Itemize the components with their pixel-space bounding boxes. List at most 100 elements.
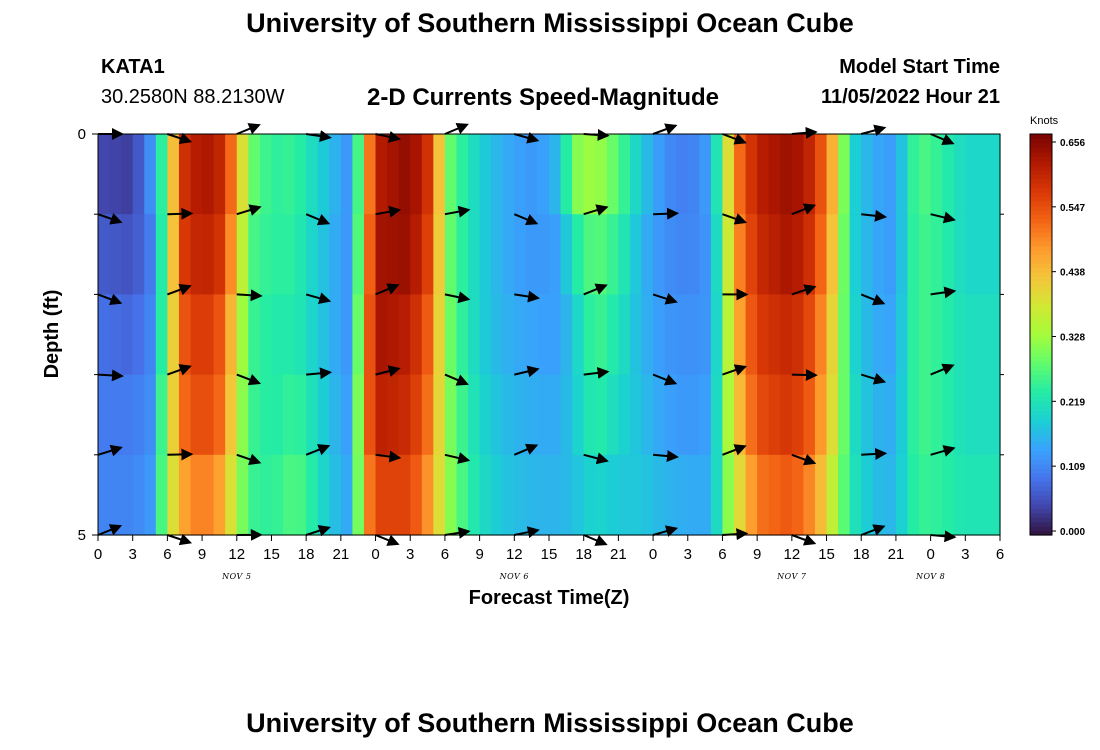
current-vector-arrow bbox=[791, 284, 817, 296]
colorbar-segment bbox=[1030, 187, 1052, 193]
colorbar: 0.656 0.547 0.438 0.328 0.219 0.109 0.000 bbox=[1029, 133, 1085, 538]
colorbar-segment bbox=[1030, 285, 1052, 291]
x-tick-label: 6 bbox=[441, 546, 449, 563]
heatmap-cell bbox=[433, 374, 446, 456]
heatmap-cell bbox=[121, 454, 134, 536]
x-tick-label: 9 bbox=[198, 546, 206, 563]
heatmap-cell bbox=[363, 374, 377, 456]
heatmap-cell bbox=[306, 294, 319, 376]
colorbar-segment bbox=[1030, 405, 1052, 411]
x-tick-label: 15 bbox=[541, 546, 558, 563]
heatmap-cell bbox=[537, 454, 550, 536]
heatmap-cell bbox=[213, 294, 226, 376]
heatmap-cell bbox=[895, 134, 909, 215]
colorbar-segment bbox=[1030, 454, 1052, 460]
heatmap-cell bbox=[144, 214, 157, 295]
heatmap-cell bbox=[213, 374, 226, 456]
heatmap-cell bbox=[814, 134, 828, 215]
heatmap-cell bbox=[641, 134, 654, 215]
current-vector-arrow bbox=[444, 452, 471, 464]
current-speed-chart: 0 3 6 9 12 15 18 21 0 3 6 9 12 15 18 21 0 3 6 9 12 15 18 21 0 3 6 0… bbox=[41, 115, 1085, 609]
current-vector-arrow bbox=[583, 204, 609, 216]
heatmap-cell bbox=[468, 294, 481, 376]
heatmap-cell bbox=[248, 214, 261, 295]
heatmap-cell bbox=[734, 454, 747, 536]
heatmap-cell bbox=[444, 134, 458, 215]
colorbar-label: 0.109 bbox=[1060, 462, 1085, 473]
heatmap-cell bbox=[306, 454, 319, 536]
x-tick-label: 9 bbox=[753, 546, 761, 563]
heatmap-cell bbox=[572, 294, 585, 376]
heatmap-cell bbox=[456, 374, 469, 456]
day-label: NOV 6 bbox=[499, 572, 529, 581]
current-vector-arrow bbox=[97, 293, 123, 305]
colorbar-segment bbox=[1030, 160, 1052, 166]
heatmap-cell bbox=[178, 374, 192, 456]
heatmap-cell bbox=[352, 294, 365, 376]
heatmap-cell bbox=[236, 294, 249, 376]
model-start-label: Model Start Time bbox=[839, 56, 1000, 78]
heatmap-cell bbox=[907, 134, 920, 215]
heatmap-cell bbox=[976, 454, 990, 536]
colorbar-segment bbox=[1030, 307, 1052, 313]
heatmap-cell bbox=[641, 294, 654, 376]
heatmap-cell bbox=[375, 134, 388, 215]
heatmap-cell bbox=[456, 134, 469, 215]
heatmap-cell bbox=[502, 374, 515, 456]
heatmap-cell bbox=[178, 134, 192, 215]
heatmap-cell bbox=[491, 454, 504, 536]
current-vector-arrow bbox=[444, 373, 469, 386]
heatmap-cell bbox=[768, 454, 781, 536]
heatmap-cell bbox=[259, 294, 273, 376]
heatmap-cell bbox=[202, 214, 215, 295]
heatmap-cell bbox=[907, 214, 920, 295]
current-vector-arrow bbox=[375, 283, 400, 296]
heatmap-cell bbox=[976, 294, 990, 376]
heatmap-cell bbox=[190, 134, 203, 215]
colorbar-segment bbox=[1030, 321, 1052, 327]
heatmap-cell bbox=[363, 134, 377, 215]
heatmap-cell bbox=[155, 294, 168, 376]
colorbar-segment bbox=[1030, 423, 1052, 429]
heatmap-cell bbox=[734, 134, 747, 215]
heatmap-cell bbox=[572, 214, 585, 295]
heatmap-cell bbox=[294, 214, 307, 295]
heatmap-cell bbox=[942, 294, 955, 376]
colorbar-segment bbox=[1030, 445, 1052, 451]
heatmap-cell bbox=[595, 294, 608, 376]
current-vector-arrow bbox=[444, 123, 469, 135]
heatmap-cell bbox=[884, 214, 897, 295]
heatmap-cell bbox=[814, 294, 828, 376]
heatmap-cell bbox=[283, 374, 296, 456]
colorbar-segment bbox=[1030, 272, 1052, 278]
heatmap-cell bbox=[919, 294, 932, 376]
heatmap-cell bbox=[583, 454, 596, 536]
heatmap-cell bbox=[121, 134, 134, 215]
heatmap-cell bbox=[803, 374, 816, 456]
heatmap-cell bbox=[259, 214, 273, 295]
heatmap-cell bbox=[629, 294, 643, 376]
heatmap-cell bbox=[780, 134, 793, 215]
colorbar-segment bbox=[1030, 316, 1052, 322]
heatmap-cell bbox=[953, 214, 966, 295]
heatmap-cell bbox=[468, 374, 481, 456]
heatmap-cell bbox=[826, 454, 839, 536]
heatmap-cell bbox=[294, 294, 307, 376]
heatmap-cell bbox=[549, 454, 562, 536]
current-vector-arrow bbox=[860, 293, 886, 306]
heatmap-cell bbox=[953, 454, 966, 536]
heatmap-cell bbox=[398, 214, 411, 295]
colorbar-label: 0.438 bbox=[1060, 268, 1085, 279]
heatmap-cell bbox=[514, 294, 527, 376]
heatmap-cell bbox=[560, 374, 573, 456]
heatmap-cell bbox=[109, 454, 122, 536]
heatmap-cell bbox=[953, 134, 966, 215]
heatmap-cell bbox=[699, 374, 712, 456]
heatmap-cell bbox=[514, 214, 527, 295]
heatmap-cell bbox=[549, 294, 562, 376]
heatmap-cell bbox=[942, 134, 955, 215]
heatmap-cell bbox=[595, 214, 608, 295]
current-vector-arrow bbox=[444, 205, 471, 218]
heatmap-cell bbox=[132, 214, 145, 295]
heatmap-cell bbox=[502, 294, 515, 376]
